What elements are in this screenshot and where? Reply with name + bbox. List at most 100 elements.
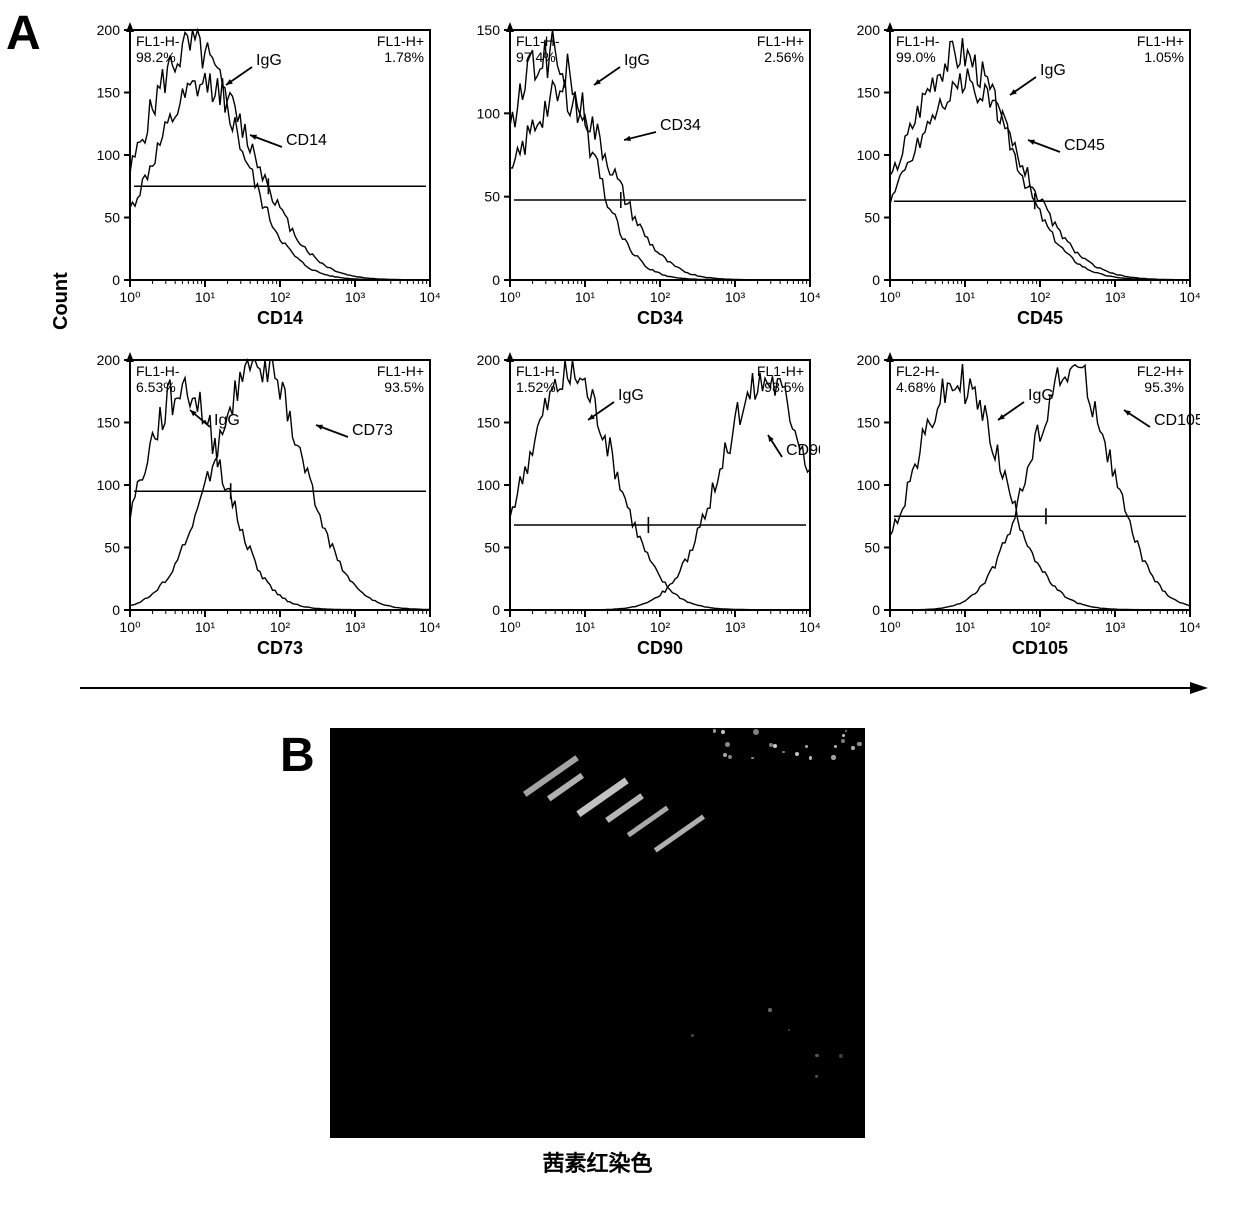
pos-pct-label: 93.5%: [384, 379, 424, 395]
y-tick-label: 100: [477, 477, 501, 493]
gate-marker: [134, 178, 426, 194]
x-axis-label: CD45: [1017, 308, 1063, 328]
annotation-igg: IgG: [1040, 62, 1066, 79]
y-tick-label: 150: [477, 22, 501, 38]
y-tick-label: 0: [112, 272, 120, 288]
pos-channel-label: FL2-H+: [1137, 363, 1184, 379]
pos-channel-label: FL1-H+: [377, 33, 424, 49]
panel-b-caption: 茜素红染色: [330, 1146, 865, 1178]
x-tick-label: 10²: [650, 289, 671, 305]
x-tick-label: 10³: [345, 619, 366, 635]
pos-pct-label: 1.78%: [384, 49, 424, 65]
y-tick-label: 150: [857, 85, 881, 101]
x-tick-label: 10³: [1105, 619, 1126, 635]
pos-channel-label: FL1-H+: [757, 33, 804, 49]
pos-pct-label: 1.05%: [1144, 49, 1184, 65]
x-tick-label: 10³: [725, 619, 746, 635]
annotation-cd105: CD105: [1154, 412, 1200, 429]
neg-pct-label: 6.53%: [136, 379, 176, 395]
x-tick-label: 10⁰: [119, 289, 141, 305]
annotation-igg: IgG: [214, 412, 240, 429]
neg-channel-label: FL1-H-: [136, 363, 180, 379]
x-tick-label: 10¹: [955, 619, 976, 635]
histogram-cd45: [890, 69, 1190, 281]
y-tick-label: 150: [857, 415, 881, 431]
annotation-cd14: CD14: [286, 132, 327, 149]
x-tick-label: 10³: [345, 289, 366, 305]
panel-b-image: [330, 728, 865, 1138]
x-tick-label: 10⁴: [799, 619, 820, 635]
y-tick-label: 150: [97, 85, 121, 101]
y-tick-label: 50: [104, 210, 120, 226]
x-tick-label: 10⁰: [499, 619, 521, 635]
chart-cd45: 05010015020010⁰10¹10²10³10⁴CD45FL1-H-99.…: [840, 20, 1200, 340]
x-tick-label: 10²: [270, 619, 291, 635]
y-tick-label: 150: [477, 415, 501, 431]
x-tick-label: 10¹: [955, 289, 976, 305]
y-tick-label: 200: [97, 352, 121, 368]
neg-pct-label: 4.68%: [896, 379, 936, 395]
gate-marker: [894, 193, 1186, 209]
x-axis-label: CD90: [637, 638, 683, 658]
x-tick-label: 10⁴: [1179, 619, 1200, 635]
chart-cd73: 05010015020010⁰10¹10²10³10⁴CD73FL1-H-6.5…: [80, 350, 440, 670]
neg-channel-label: FL1-H-: [136, 33, 180, 49]
y-tick-label: 50: [484, 540, 500, 556]
pos-channel-label: FL1-H+: [377, 363, 424, 379]
annotation-cd45: CD45: [1064, 137, 1105, 154]
y-tick-label: 200: [477, 352, 501, 368]
x-tick-label: 10⁴: [1179, 289, 1200, 305]
neg-channel-label: FL1-H-: [516, 363, 560, 379]
neg-pct-label: 97.4%: [516, 49, 556, 65]
annotation-cd34: CD34: [660, 117, 701, 134]
gate-marker: [514, 192, 806, 208]
x-tick-label: 10⁴: [419, 619, 440, 635]
x-tick-label: 10¹: [575, 289, 596, 305]
y-tick-label: 0: [492, 602, 500, 618]
y-tick-label: 200: [857, 352, 881, 368]
y-tick-label: 200: [857, 22, 881, 38]
histogram-igg: [510, 30, 810, 280]
x-tick-label: 10⁰: [879, 619, 901, 635]
annotation-cd90: CD90: [786, 442, 820, 459]
panel-label-b: B: [280, 728, 315, 783]
x-tick-label: 10⁰: [119, 619, 141, 635]
chart-cd105: 05010015020010⁰10¹10²10³10⁴CD105FL2-H-4.…: [840, 350, 1200, 670]
annotation-igg: IgG: [256, 52, 282, 69]
histogram-igg: [510, 360, 810, 610]
chart-cd14: 05010015020010⁰10¹10²10³10⁴CD14FL1-H-98.…: [80, 20, 440, 340]
pos-pct-label: 2.56%: [764, 49, 804, 65]
y-tick-label: 50: [484, 189, 500, 205]
y-tick-label: 0: [872, 602, 880, 618]
pos-pct-label: 95.3%: [1144, 379, 1184, 395]
annotation-cd73: CD73: [352, 422, 393, 439]
neg-pct-label: 99.0%: [896, 49, 936, 65]
x-axis-arrow: [80, 678, 1210, 698]
y-tick-label: 0: [492, 272, 500, 288]
y-tick-label: 0: [872, 272, 880, 288]
x-tick-label: 10¹: [195, 619, 216, 635]
histogram-cd34: [510, 80, 810, 280]
neg-pct-label: 98.2%: [136, 49, 176, 65]
x-tick-label: 10²: [1030, 289, 1051, 305]
x-tick-label: 10³: [1105, 289, 1126, 305]
pos-channel-label: FL1-H+: [757, 363, 804, 379]
panel-b: 茜素红染色: [330, 728, 865, 1178]
x-tick-label: 10²: [650, 619, 671, 635]
y-tick-label: 200: [97, 22, 121, 38]
x-axis-label: CD105: [1012, 638, 1068, 658]
x-tick-label: 10⁴: [419, 289, 440, 305]
x-tick-label: 10⁰: [879, 289, 901, 305]
neg-channel-label: FL2-H-: [896, 363, 940, 379]
y-tick-label: 0: [112, 602, 120, 618]
x-tick-label: 10¹: [575, 619, 596, 635]
y-tick-label: 100: [97, 477, 121, 493]
chart-grid: 05010015020010⁰10¹10²10³10⁴CD14FL1-H-98.…: [80, 20, 1200, 670]
chart-cd34: 05010015010⁰10¹10²10³10⁴CD34FL1-H-97.4%F…: [460, 20, 820, 340]
pos-pct-label: 98.5%: [764, 379, 804, 395]
annotation-igg: IgG: [618, 387, 644, 404]
histogram-cd73: [130, 360, 430, 610]
pos-channel-label: FL1-H+: [1137, 33, 1184, 49]
y-axis-label: Count: [50, 272, 73, 330]
histogram-cd90: [510, 373, 810, 610]
